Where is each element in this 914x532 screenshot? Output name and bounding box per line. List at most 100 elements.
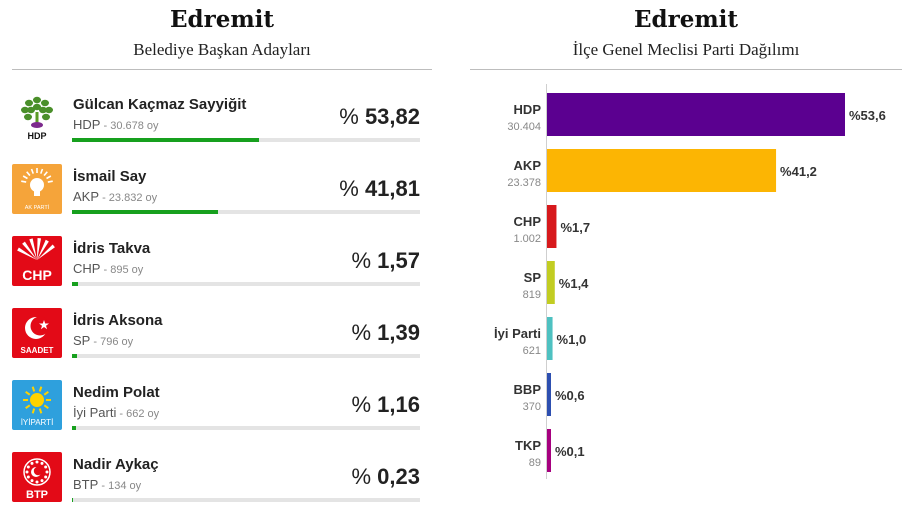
candidate-row: CHP İdris Takva CHP - 895 oy % 1,57 [12, 236, 432, 308]
bar-2 [547, 205, 557, 248]
candidate-votes: - 796 oy [90, 336, 134, 348]
percent-symbol: % [351, 320, 372, 345]
percent-symbol: % [351, 464, 372, 489]
candidate-row: İYİPARTİ Nedim Polat İyi Parti - 662 oy … [12, 380, 432, 452]
category-label: HDP [514, 102, 542, 117]
candidate-party-name: SP [73, 333, 91, 348]
candidate-percent: % 41,81 [339, 176, 420, 202]
candidate-party: CHP - 895 oy [73, 261, 143, 276]
mayor-title: Edremit [169, 6, 275, 33]
candidate-party-name: İyi Parti [73, 405, 117, 420]
svg-text:SAADET: SAADET [21, 346, 54, 355]
assembly-title: Edremit [633, 6, 739, 33]
akp-logo: AK PARTİ [12, 164, 62, 214]
bar-4 [547, 317, 553, 360]
svg-text:BTP: BTP [26, 489, 48, 501]
hdp-logo: HDP [12, 92, 62, 142]
candidate-percent: % 1,39 [351, 320, 420, 346]
data-label: %41,2 [780, 164, 817, 179]
candidate-party: HDP - 30.678 oy [73, 117, 159, 132]
vote-count-label: 370 [523, 401, 541, 413]
chp-logo: CHP [12, 236, 62, 286]
data-label: %0,6 [555, 388, 585, 403]
candidate-party: İyi Parti - 662 oy [73, 405, 159, 420]
vote-share-fill [72, 138, 260, 142]
candidate-votes-value: 796 oy [100, 336, 134, 348]
candidate-percent: % 53,82 [339, 104, 420, 130]
candidate-name: Nedim Polat [73, 384, 160, 401]
vote-share-track [72, 138, 420, 142]
bar-3 [547, 261, 555, 304]
category-label: SP [524, 270, 542, 285]
candidate-party: AKP - 23.832 oy [73, 189, 157, 204]
category-label: CHP [514, 214, 542, 229]
candidate-name: İdris Takva [73, 240, 151, 257]
candidate-votes-value: 23.832 oy [108, 192, 158, 204]
data-label: %1,0 [557, 332, 587, 347]
vote-share-track [72, 354, 420, 358]
vote-share-track [72, 426, 420, 430]
mayor-subtitle: Belediye Başkan Adayları [133, 40, 311, 59]
candidate-name: İdris Aksona [73, 312, 163, 329]
data-label: %53,6 [849, 108, 886, 123]
candidate-name: Gülcan Kaçmaz Sayyiğit [73, 96, 247, 113]
candidate-percent: % 1,16 [351, 392, 420, 418]
percent-symbol: % [351, 392, 372, 417]
iyi-parti-logo: İYİPARTİ [12, 380, 62, 430]
assembly-subtitle: İlçe Genel Meclisi Parti Dağılımı [572, 40, 800, 59]
candidate-row: HDP Gülcan Kaçmaz Sayyiğit HDP - 30.678 … [12, 92, 432, 164]
bar-6 [547, 429, 551, 472]
vote-count-label: 89 [529, 457, 541, 469]
mayor-divider [12, 69, 432, 70]
vote-share-fill [72, 426, 76, 430]
percent-value: 53,82 [364, 104, 420, 129]
candidate-party: SP - 796 oy [73, 333, 133, 348]
candidate-votes-value: 662 oy [126, 408, 160, 420]
candidate-votes: - 23.832 oy [99, 192, 158, 204]
candidate-votes: - 30.678 oy [100, 120, 159, 132]
vote-count-label: 1.002 [513, 233, 541, 245]
candidate-votes-value: 30.678 oy [110, 120, 159, 132]
candidate-row: SAADET İdris Aksona SP - 796 oy % 1,39 [12, 308, 432, 380]
vote-share-track [72, 498, 420, 502]
data-label: %1,7 [560, 220, 590, 235]
percent-value: 0,23 [377, 464, 420, 489]
svg-text:İYİPARTİ: İYİPARTİ [21, 418, 54, 427]
candidate-party-name: CHP [73, 261, 101, 276]
saadet-logo: SAADET [12, 308, 62, 358]
vote-share-fill [72, 210, 218, 214]
candidate-party-name: AKP [73, 189, 100, 204]
percent-symbol: % [339, 176, 359, 201]
svg-text:HDP: HDP [27, 131, 46, 141]
candidate-row: AK PARTİ İsmail Say AKP - 23.832 oy % 41… [12, 164, 432, 236]
percent-value: 1,57 [377, 248, 420, 273]
bar-0 [547, 93, 845, 136]
candidate-votes-value: 895 oy [110, 264, 144, 276]
candidate-percent: % 1,57 [351, 248, 420, 274]
vote-count-label: 819 [523, 289, 541, 301]
bar-1 [547, 149, 777, 192]
category-label: AKP [514, 158, 542, 173]
candidate-votes-value: 134 oy [108, 480, 142, 492]
data-label: %0,1 [555, 444, 585, 459]
svg-text:AK PARTİ: AK PARTİ [25, 204, 50, 211]
candidate-party: BTP - 134 oy [73, 477, 141, 492]
candidate-votes: - 134 oy [98, 480, 142, 492]
vote-share-fill [72, 498, 73, 502]
candidate-row: BTP Nadir Aykaç BTP - 134 oy % 0,23 [12, 452, 432, 524]
party-distribution-chart: HDP 30.404 %53,6 AKP 23.378 %41,2 CHP 1.002 %1,7… [494, 84, 886, 479]
btp-logo: BTP [12, 452, 62, 502]
svg-text:CHP: CHP [22, 267, 52, 283]
vote-count-label: 621 [523, 345, 541, 357]
percent-symbol: % [351, 248, 372, 273]
assembly-divider [470, 69, 902, 70]
vote-count-label: 23.378 [507, 177, 541, 189]
percent-symbol: % [339, 104, 359, 129]
vote-share-track [72, 210, 420, 214]
data-label: %1,4 [559, 276, 589, 291]
vote-count-label: 30.404 [507, 121, 541, 133]
category-label: TKP [515, 438, 541, 453]
vote-share-fill [72, 282, 78, 286]
percent-value: 1,16 [377, 392, 420, 417]
vote-share-track [72, 282, 420, 286]
